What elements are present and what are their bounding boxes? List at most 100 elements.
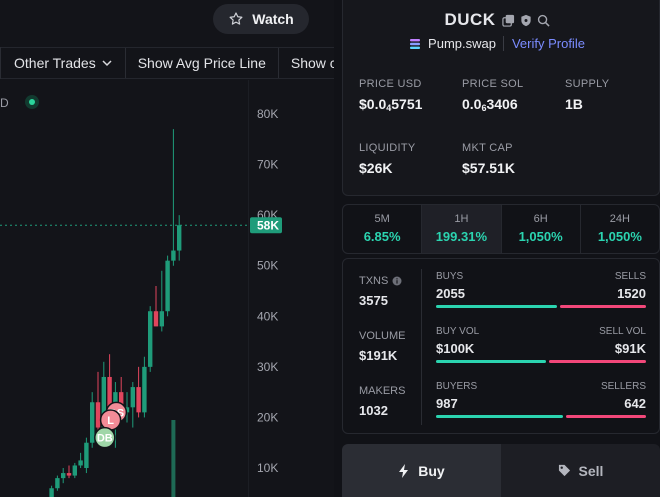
liquidity-stat: LIQUIDITY $26K (359, 142, 416, 176)
mktcap-stat: MKT CAP $57.51K (462, 142, 515, 176)
price-tick-label: 20K (257, 410, 278, 424)
pump-swap-logo-icon (410, 38, 421, 49)
volume-split-bar (436, 360, 646, 363)
price-scale-divider (248, 80, 249, 497)
candle-body (61, 473, 66, 479)
volume-value: $191K (359, 348, 398, 363)
token-subheader: Pump.swap Verify Profile (334, 36, 660, 51)
buys-sells-bar (436, 305, 646, 308)
star-icon (229, 12, 243, 25)
show-avg-price-line-button[interactable]: Show Avg Price Line (126, 48, 279, 78)
other-trades-label: Other Trades (14, 55, 96, 71)
candle-body (130, 387, 135, 408)
chevron-down-icon (102, 60, 112, 67)
price-sol-value: 0.063406 (462, 96, 518, 113)
candle-body (165, 260, 170, 312)
buyers-sellers-row: BUYERS SELLERS 987 642 (436, 381, 646, 418)
copy-icon[interactable] (501, 14, 515, 27)
trade-tabs: Buy Sell (342, 444, 660, 497)
candle-body (66, 473, 72, 476)
txns-stat: TXNS 3575 (359, 275, 402, 308)
price-usd-value: $0.045751 (359, 96, 423, 113)
sell-tab[interactable]: Sell (501, 444, 660, 497)
buy-vol-value: $100K (436, 341, 475, 356)
verify-profile-link[interactable]: Verify Profile (502, 36, 585, 51)
token-header: DUCK Pump.swap Verify Profile (334, 10, 660, 51)
price-sol-stat: PRICE SOL 0.063406 (462, 78, 524, 113)
volume-stat: VOLUME $191K (359, 330, 406, 363)
price-tick-label: 10K (257, 461, 278, 475)
price-tick-label: 50K (257, 259, 278, 273)
show-more-button[interactable]: Show c (279, 48, 334, 78)
current-price-label: 58K (257, 218, 279, 232)
trade-marker-label: L (107, 415, 114, 427)
volume-bar (171, 420, 176, 497)
buyers-value: 987 (436, 396, 458, 411)
supply-value: 1B (565, 96, 583, 112)
other-trades-dropdown[interactable]: Other Trades (0, 47, 126, 79)
show-more-label: Show c (290, 55, 334, 71)
current-price-badge (250, 217, 282, 234)
tab-6h[interactable]: 6H 1,050% (502, 205, 581, 253)
tab-5m[interactable]: 5M 6.85% (343, 205, 423, 253)
buys-sells-row: BUYS SELLS 2055 1520 (436, 271, 646, 308)
trade-marker-label: DB (97, 433, 113, 445)
candle-body (72, 465, 77, 476)
tab-24h[interactable]: 24H 1,050% (597, 213, 642, 244)
candle-body (49, 488, 54, 497)
candle-body (124, 407, 130, 413)
candle-body (177, 225, 182, 251)
sell-vol-value: $91K (614, 341, 646, 356)
makers-stat: MAKERS 1032 (359, 385, 406, 418)
watch-label: Watch (252, 11, 294, 27)
token-name: DUCK (444, 10, 496, 29)
candle-body (148, 311, 153, 367)
shield-icon[interactable] (520, 14, 532, 27)
price-tick-label: 70K (257, 158, 278, 172)
candle-body (171, 250, 176, 261)
buyers-sellers-bar (436, 415, 646, 418)
volume-split-row: BUY VOL SELL VOL $100K $91K (436, 326, 646, 363)
timeframe-tabs: 5M 6.85% 1H 199.31% 6H 1,050% 24H 1,050% (342, 204, 660, 254)
candle-body (153, 311, 159, 327)
price-tick-label: 40K (257, 309, 278, 323)
tag-icon (558, 464, 570, 477)
price-tick-label: 30K (257, 360, 278, 374)
candlestick-chart[interactable]: 10K20K30K40K50K60K70K80K58KDSLDB (0, 80, 334, 497)
buy-tab[interactable]: Buy (342, 444, 501, 497)
makers-value: 1032 (359, 403, 388, 418)
info-icon[interactable] (392, 276, 402, 286)
token-title: DUCK (444, 10, 550, 30)
candle-body (142, 366, 147, 413)
watch-button[interactable]: Watch (213, 4, 309, 34)
candle-body (90, 402, 95, 443)
liquidity-value: $26K (359, 160, 393, 176)
candle-body (78, 460, 83, 466)
live-indicator (25, 95, 39, 109)
candle-body (101, 376, 106, 428)
platform-name: Pump.swap (428, 36, 496, 51)
candle-body (107, 376, 112, 418)
chart-legend: D (0, 96, 9, 110)
trade-marker (94, 426, 116, 449)
lightning-icon (399, 463, 409, 478)
candle-body (136, 387, 141, 413)
chart-toolbar: Other Trades Show Avg Price Line Show c (0, 47, 334, 79)
token-info-panel: DUCK Pump.swap Verify Profile PRICE USD … (334, 0, 660, 497)
search-icon[interactable] (537, 14, 550, 27)
candle-body (95, 402, 101, 428)
supply-stat: SUPPLY 1B (565, 78, 610, 112)
sells-value: 1520 (617, 286, 646, 301)
trade-metrics-card: TXNS 3575 VOLUME $191K MAKERS 1032 BUYS S… (342, 258, 660, 434)
txns-value: 3575 (359, 293, 388, 308)
show-avg-price-line-label: Show Avg Price Line (137, 55, 266, 71)
candle-body (159, 311, 164, 327)
candle-body (119, 392, 124, 413)
mktcap-value: $57.51K (462, 160, 515, 176)
candle-body (84, 442, 89, 468)
sellers-value: 642 (624, 396, 646, 411)
candle-body (55, 478, 60, 489)
buys-value: 2055 (436, 286, 465, 301)
chart-panel: Watch Other Trades Show Avg Price Line S… (0, 4, 334, 497)
tab-1h[interactable]: 1H 199.31% (422, 205, 502, 253)
